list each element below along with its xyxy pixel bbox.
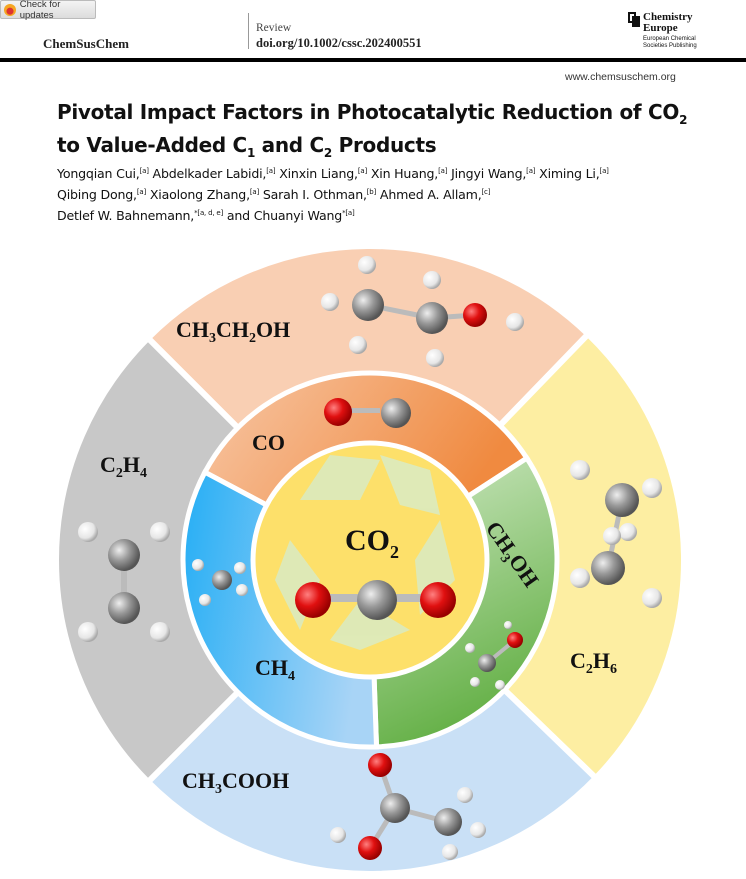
inner-label-co: CO [252,430,285,455]
co-molecule-icon [324,398,411,428]
update-badge-icon [4,3,16,16]
ethanol-molecule-icon [321,256,524,367]
author-name: Yongqian Cui, [57,166,140,182]
author-affiliation: [a] [139,167,149,175]
co2-molecule-icon [295,580,456,620]
author-name: Abdelkader Labidi, [152,166,267,182]
author-affiliation: [a] [136,188,147,197]
author-name: Jingyi Wang, [451,166,527,182]
logo-sub2: Societies Publishing [643,43,697,49]
author-affiliation: [b] [366,188,377,197]
author-affiliation: [a] [438,167,448,175]
logo-mark-icon [628,12,640,27]
outer-label-acetic-acid: CH3COOH [182,768,289,797]
logo-line2: Europe [643,22,678,34]
author-name: and Chuanyi Wang [226,208,343,224]
outer-product-ring [52,243,687,877]
ethylene-molecule-icon [78,522,170,642]
journal-name: ChemSusChem [43,36,129,51]
outer-label-ethylene: C2H4 [100,452,147,481]
methane-molecule-icon [192,559,248,606]
author-list: Yongqian Cui,[a] Abdelkader Labidi,[a] X… [57,162,717,226]
author-affiliation: [a] [357,167,368,175]
header-rule [0,58,746,62]
article-title: Pivotal Impact Factors in Photocatalytic… [57,100,688,160]
acetic-acid-molecule-icon [330,753,486,860]
check-updates-label: Check for updates [19,0,61,21]
article-type: Review [256,22,292,34]
center-label-co2: CO2 [345,524,399,562]
author-affiliation: [a] [526,167,536,175]
author-name: Qibing Dong, [57,187,137,203]
author-affiliation: *[a, d, e] [194,209,224,218]
author-affiliation: [a] [266,167,276,175]
author-name: Xiaolong Zhang, [149,187,250,203]
author-name: Xinxin Liang, [279,166,358,182]
author-name: Ximing Li, [539,166,600,182]
inner-label-ch4: CH4 [255,655,295,684]
doi-link[interactable]: doi.org/10.1002/cssc.202400551 [256,36,422,50]
author-affiliation: *[a] [342,209,355,218]
author-name: Detlef W. Bahnemann, [57,208,195,224]
author-affiliation: [a] [249,188,260,197]
author-name: Sarah I. Othman, [262,187,367,203]
outer-label-ethanol: CH3CH2OH [176,317,290,346]
methanol-molecule-icon [465,621,523,690]
logo-line1: Chemistry [643,11,693,23]
logo-sub1: European Chemical [643,36,696,42]
author-name: Ahmed A. Allam, [379,187,482,203]
graphical-abstract: CO2 CO CH3OH CH4 CH3CH2OH C2H6 CH3COOH C… [52,243,687,877]
ethane-molecule-icon [570,460,662,608]
chemistry-europe-logo: Chemistry Europe European Chemical Socie… [628,12,697,50]
author-affiliation: [c] [481,188,491,197]
outer-label-ethane: C2H6 [570,648,617,677]
website-link[interactable]: www.chemsuschem.org [565,71,676,83]
header-divider [248,13,249,49]
author-affiliation: [a] [599,167,609,175]
author-name: Xin Huang, [370,166,439,182]
check-for-updates-button[interactable]: Check for updates [0,0,96,21]
